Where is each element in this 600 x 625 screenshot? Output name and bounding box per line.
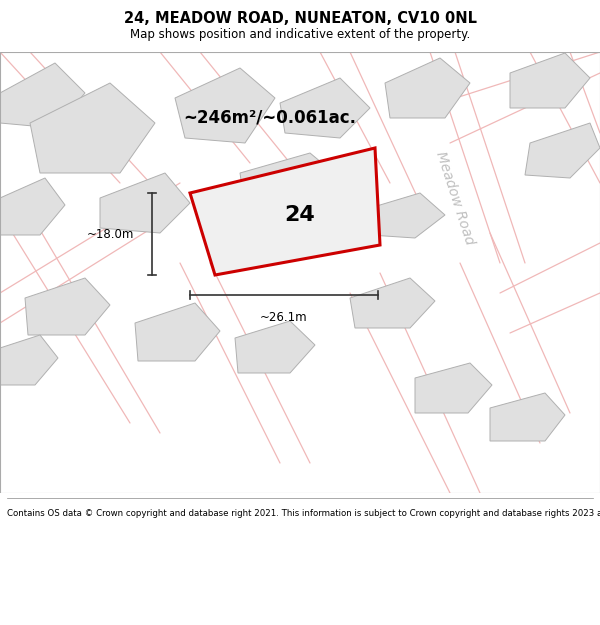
Polygon shape — [415, 363, 492, 413]
Text: 24: 24 — [284, 205, 316, 225]
Polygon shape — [25, 278, 110, 335]
Polygon shape — [510, 53, 590, 108]
Polygon shape — [240, 153, 340, 208]
Text: Map shows position and indicative extent of the property.: Map shows position and indicative extent… — [130, 28, 470, 41]
Text: ~246m²/~0.061ac.: ~246m²/~0.061ac. — [184, 109, 356, 127]
Polygon shape — [0, 63, 85, 128]
Polygon shape — [280, 78, 370, 138]
Text: 24, MEADOW ROAD, NUNEATON, CV10 0NL: 24, MEADOW ROAD, NUNEATON, CV10 0NL — [124, 11, 476, 26]
Polygon shape — [175, 68, 275, 143]
Text: ~26.1m: ~26.1m — [260, 311, 308, 324]
Text: ~18.0m: ~18.0m — [86, 228, 134, 241]
Polygon shape — [100, 173, 190, 233]
Polygon shape — [30, 83, 155, 173]
Polygon shape — [135, 303, 220, 361]
Polygon shape — [235, 321, 315, 373]
Polygon shape — [190, 148, 380, 275]
Text: Meadow Road: Meadow Road — [433, 149, 477, 246]
Polygon shape — [525, 123, 600, 178]
Polygon shape — [490, 393, 565, 441]
Polygon shape — [0, 178, 65, 235]
Text: Contains OS data © Crown copyright and database right 2021. This information is : Contains OS data © Crown copyright and d… — [7, 509, 600, 518]
Polygon shape — [370, 193, 445, 238]
Polygon shape — [0, 335, 58, 385]
Polygon shape — [385, 58, 470, 118]
Polygon shape — [350, 278, 435, 328]
